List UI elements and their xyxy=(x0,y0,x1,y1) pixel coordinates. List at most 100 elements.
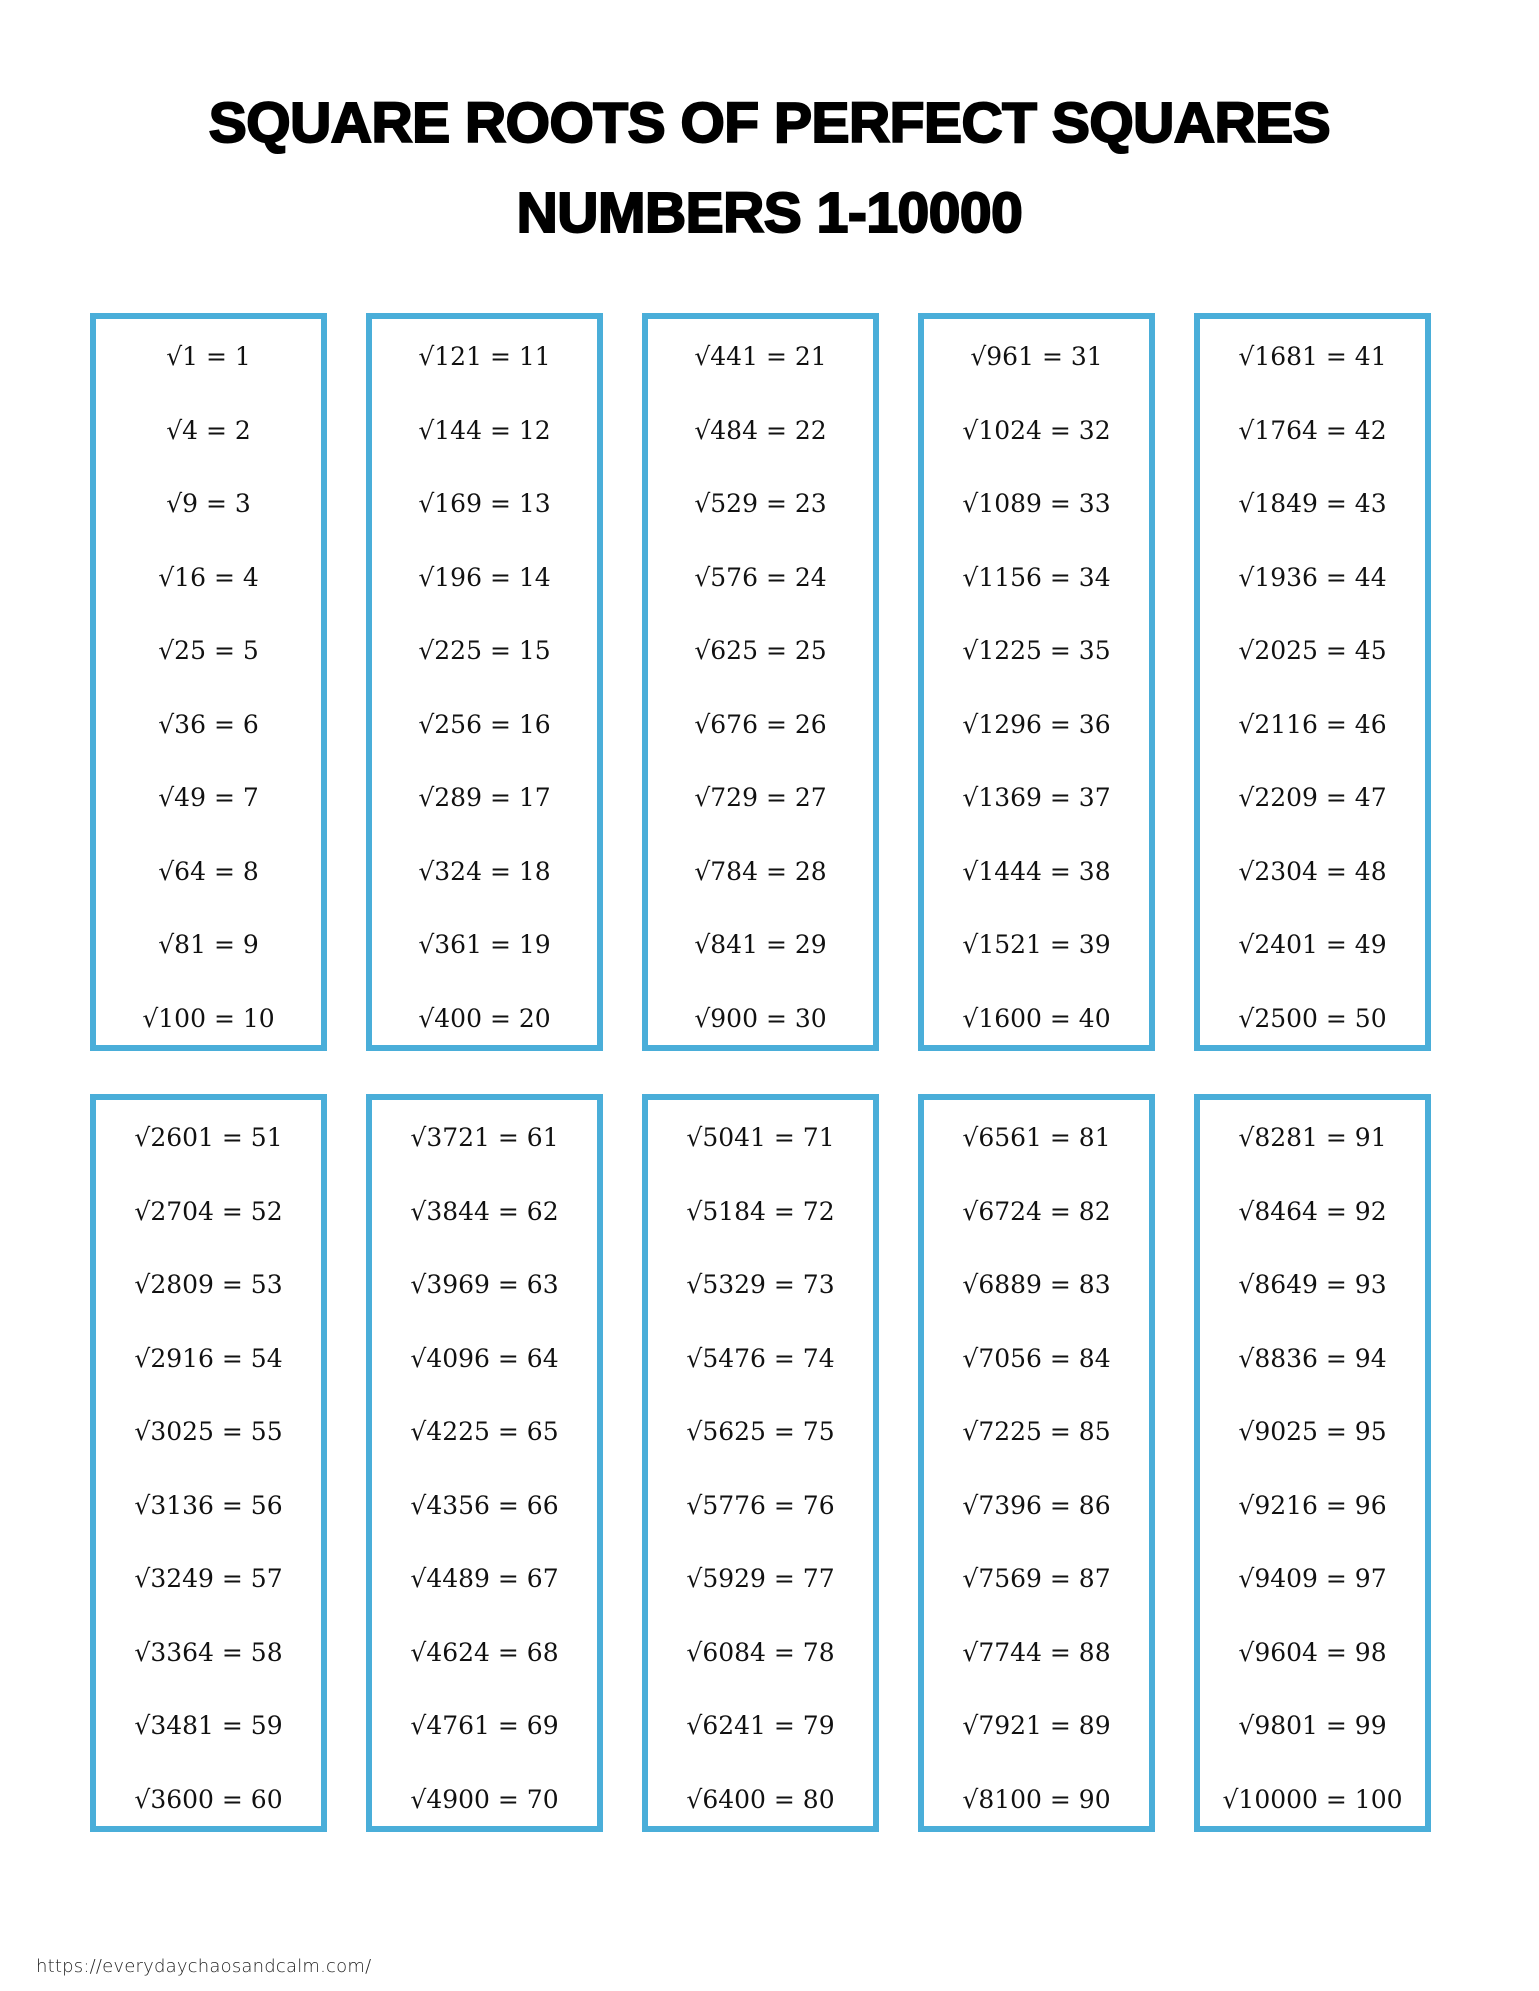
square-root-entry: √1024 = 32 xyxy=(962,415,1111,445)
square-root-entry: √8100 = 90 xyxy=(962,1784,1111,1814)
square-root-entry: √256 = 16 xyxy=(418,709,551,739)
square-root-entry: √1296 = 36 xyxy=(962,709,1111,739)
square-root-entry: √2704 = 52 xyxy=(134,1196,283,1226)
square-root-entry: √1936 = 44 xyxy=(1238,562,1387,592)
square-root-entry: √7396 = 86 xyxy=(962,1490,1111,1520)
square-root-entry: √81 = 9 xyxy=(158,930,259,959)
square-root-entry: √121 = 11 xyxy=(418,342,551,371)
square-root-entry: √4356 = 66 xyxy=(410,1490,559,1520)
square-root-entry: √49 = 7 xyxy=(158,783,259,812)
square-root-entry: √324 = 18 xyxy=(418,856,551,886)
square-root-box: √441 = 21 √484 = 22 √529 = 23 √576 = 24 √625… xyxy=(642,313,879,1051)
square-root-entry: √6241 = 79 xyxy=(686,1711,835,1740)
square-root-entry: √6084 = 78 xyxy=(686,1637,835,1667)
square-root-entry: √5184 = 72 xyxy=(686,1196,835,1226)
square-root-entry: √3364 = 58 xyxy=(134,1637,283,1667)
square-root-entry: √1225 = 35 xyxy=(962,636,1111,665)
square-root-entry: √3249 = 57 xyxy=(134,1564,283,1593)
square-root-entry: √9409 = 97 xyxy=(1238,1564,1387,1593)
square-root-box: √5041 = 71 √5184 = 72 √5329 = 73 √5476 = 74… xyxy=(642,1094,879,1832)
square-root-box: √1681 = 41 √1764 = 42 √1849 = 43 √1936 = 44… xyxy=(1194,313,1431,1051)
square-root-entry: √1369 = 37 xyxy=(962,783,1111,812)
square-root-entry: √400 = 20 xyxy=(418,1003,551,1033)
square-root-entry: √529 = 23 xyxy=(694,489,827,518)
square-root-entry: √784 = 28 xyxy=(694,856,827,886)
square-root-entry: √3969 = 63 xyxy=(410,1270,559,1299)
square-root-entry: √6889 = 83 xyxy=(962,1270,1111,1299)
square-root-entry: √4225 = 65 xyxy=(410,1417,559,1446)
square-root-entry: √6724 = 82 xyxy=(962,1196,1111,1226)
square-root-entry: √1 = 1 xyxy=(166,342,251,371)
square-root-entry: √6400 = 80 xyxy=(686,1784,835,1814)
square-root-entry: √3136 = 56 xyxy=(134,1490,283,1520)
square-root-entry: √4900 = 70 xyxy=(410,1784,559,1814)
square-root-entry: √7744 = 88 xyxy=(962,1637,1111,1667)
square-root-box: √1 = 1 √4 = 2 √9 = 3 √16 = 4 √25 = 5 √36 = 6 √… xyxy=(90,313,327,1051)
square-root-entry: √9604 = 98 xyxy=(1238,1637,1387,1667)
square-root-entry: √36 = 6 xyxy=(158,709,259,739)
square-root-entry: √5625 = 75 xyxy=(686,1417,835,1446)
square-root-entry: √8649 = 93 xyxy=(1238,1270,1387,1299)
square-root-entry: √7921 = 89 xyxy=(962,1711,1111,1740)
square-root-box: √121 = 11 √144 = 12 √169 = 13 √196 = 14 √225… xyxy=(366,313,603,1051)
square-root-entry: √1681 = 41 xyxy=(1238,342,1387,371)
square-root-entry: √5329 = 73 xyxy=(686,1270,835,1299)
square-root-entry: √25 = 5 xyxy=(158,636,259,665)
square-root-entry: √1764 = 42 xyxy=(1238,415,1387,445)
square-root-entry: √9 = 3 xyxy=(166,489,251,518)
square-root-entry: √9216 = 96 xyxy=(1238,1490,1387,1520)
square-root-entry: √1849 = 43 xyxy=(1238,489,1387,518)
square-root-entry: √729 = 27 xyxy=(694,783,827,812)
square-root-entry: √1600 = 40 xyxy=(962,1003,1111,1033)
square-root-entry: √2401 = 49 xyxy=(1238,930,1387,959)
square-root-box: √6561 = 81 √6724 = 82 √6889 = 83 √7056 = 84… xyxy=(918,1094,1155,1832)
square-root-entry: √225 = 15 xyxy=(418,636,551,665)
square-root-entry: √64 = 8 xyxy=(158,856,259,886)
square-root-box: √961 = 31 √1024 = 32 √1089 = 33 √1156 = 34 √… xyxy=(918,313,1155,1051)
square-root-entry: √2304 = 48 xyxy=(1238,856,1387,886)
square-root-entry: √196 = 14 xyxy=(418,562,551,592)
square-root-entry: √7569 = 87 xyxy=(962,1564,1111,1593)
square-root-entry: √3600 = 60 xyxy=(134,1784,283,1814)
page-title: SQUARE ROOTS OF PERFECT SQUARES xyxy=(208,90,1332,156)
square-root-entry: √9025 = 95 xyxy=(1238,1417,1387,1446)
square-root-entry: √3844 = 62 xyxy=(410,1196,559,1226)
square-root-entry: √2025 = 45 xyxy=(1238,636,1387,665)
square-root-entry: √576 = 24 xyxy=(694,562,827,592)
square-root-entry: √484 = 22 xyxy=(694,415,827,445)
square-root-entry: √144 = 12 xyxy=(418,415,551,445)
square-root-entry: √10000 = 100 xyxy=(1222,1784,1403,1814)
square-root-entry: √676 = 26 xyxy=(694,709,827,739)
square-root-entry: √4 = 2 xyxy=(166,415,251,445)
square-root-entry: √441 = 21 xyxy=(694,342,827,371)
square-root-entry: √7225 = 85 xyxy=(962,1417,1111,1446)
square-root-entry: √841 = 29 xyxy=(694,930,827,959)
square-root-entry: √961 = 31 xyxy=(970,342,1103,371)
square-root-entry: √5476 = 74 xyxy=(686,1343,835,1373)
square-root-box: √3721 = 61 √3844 = 62 √3969 = 63 √4096 = 64… xyxy=(366,1094,603,1832)
website-url[interactable]: https://everydaychaosandcalm.com/ xyxy=(36,1956,372,1977)
square-root-entry: √2809 = 53 xyxy=(134,1270,283,1299)
square-root-entry: √2601 = 51 xyxy=(134,1123,283,1152)
page-subtitle: NUMBERS 1-10000 xyxy=(516,180,1024,246)
square-root-entry: √3481 = 59 xyxy=(134,1711,283,1740)
square-root-entry: √2209 = 47 xyxy=(1238,783,1387,812)
square-root-entry: √16 = 4 xyxy=(158,562,259,592)
square-root-entry: √1444 = 38 xyxy=(962,856,1111,886)
square-root-entry: √2116 = 46 xyxy=(1238,709,1387,739)
square-root-entry: √8836 = 94 xyxy=(1238,1343,1387,1373)
square-root-entry: √5776 = 76 xyxy=(686,1490,835,1520)
square-root-box: √8281 = 91 √8464 = 92 √8649 = 93 √8836 = 94… xyxy=(1194,1094,1431,1832)
square-root-entry: √900 = 30 xyxy=(694,1003,827,1033)
square-root-entry: √9801 = 99 xyxy=(1238,1711,1387,1740)
square-root-entry: √100 = 10 xyxy=(142,1003,275,1033)
square-root-box: √2601 = 51 √2704 = 52 √2809 = 53 √2916 = 54… xyxy=(90,1094,327,1832)
square-root-entry: √1521 = 39 xyxy=(962,930,1111,959)
square-root-entry: √361 = 19 xyxy=(418,930,551,959)
square-root-entry: √6561 = 81 xyxy=(962,1123,1111,1152)
square-root-entry: √5041 = 71 xyxy=(686,1123,835,1152)
square-root-entry: √3025 = 55 xyxy=(134,1417,283,1446)
square-root-entry: √289 = 17 xyxy=(418,783,551,812)
square-root-entry: √4489 = 67 xyxy=(410,1564,559,1593)
square-root-entry: √169 = 13 xyxy=(418,489,551,518)
